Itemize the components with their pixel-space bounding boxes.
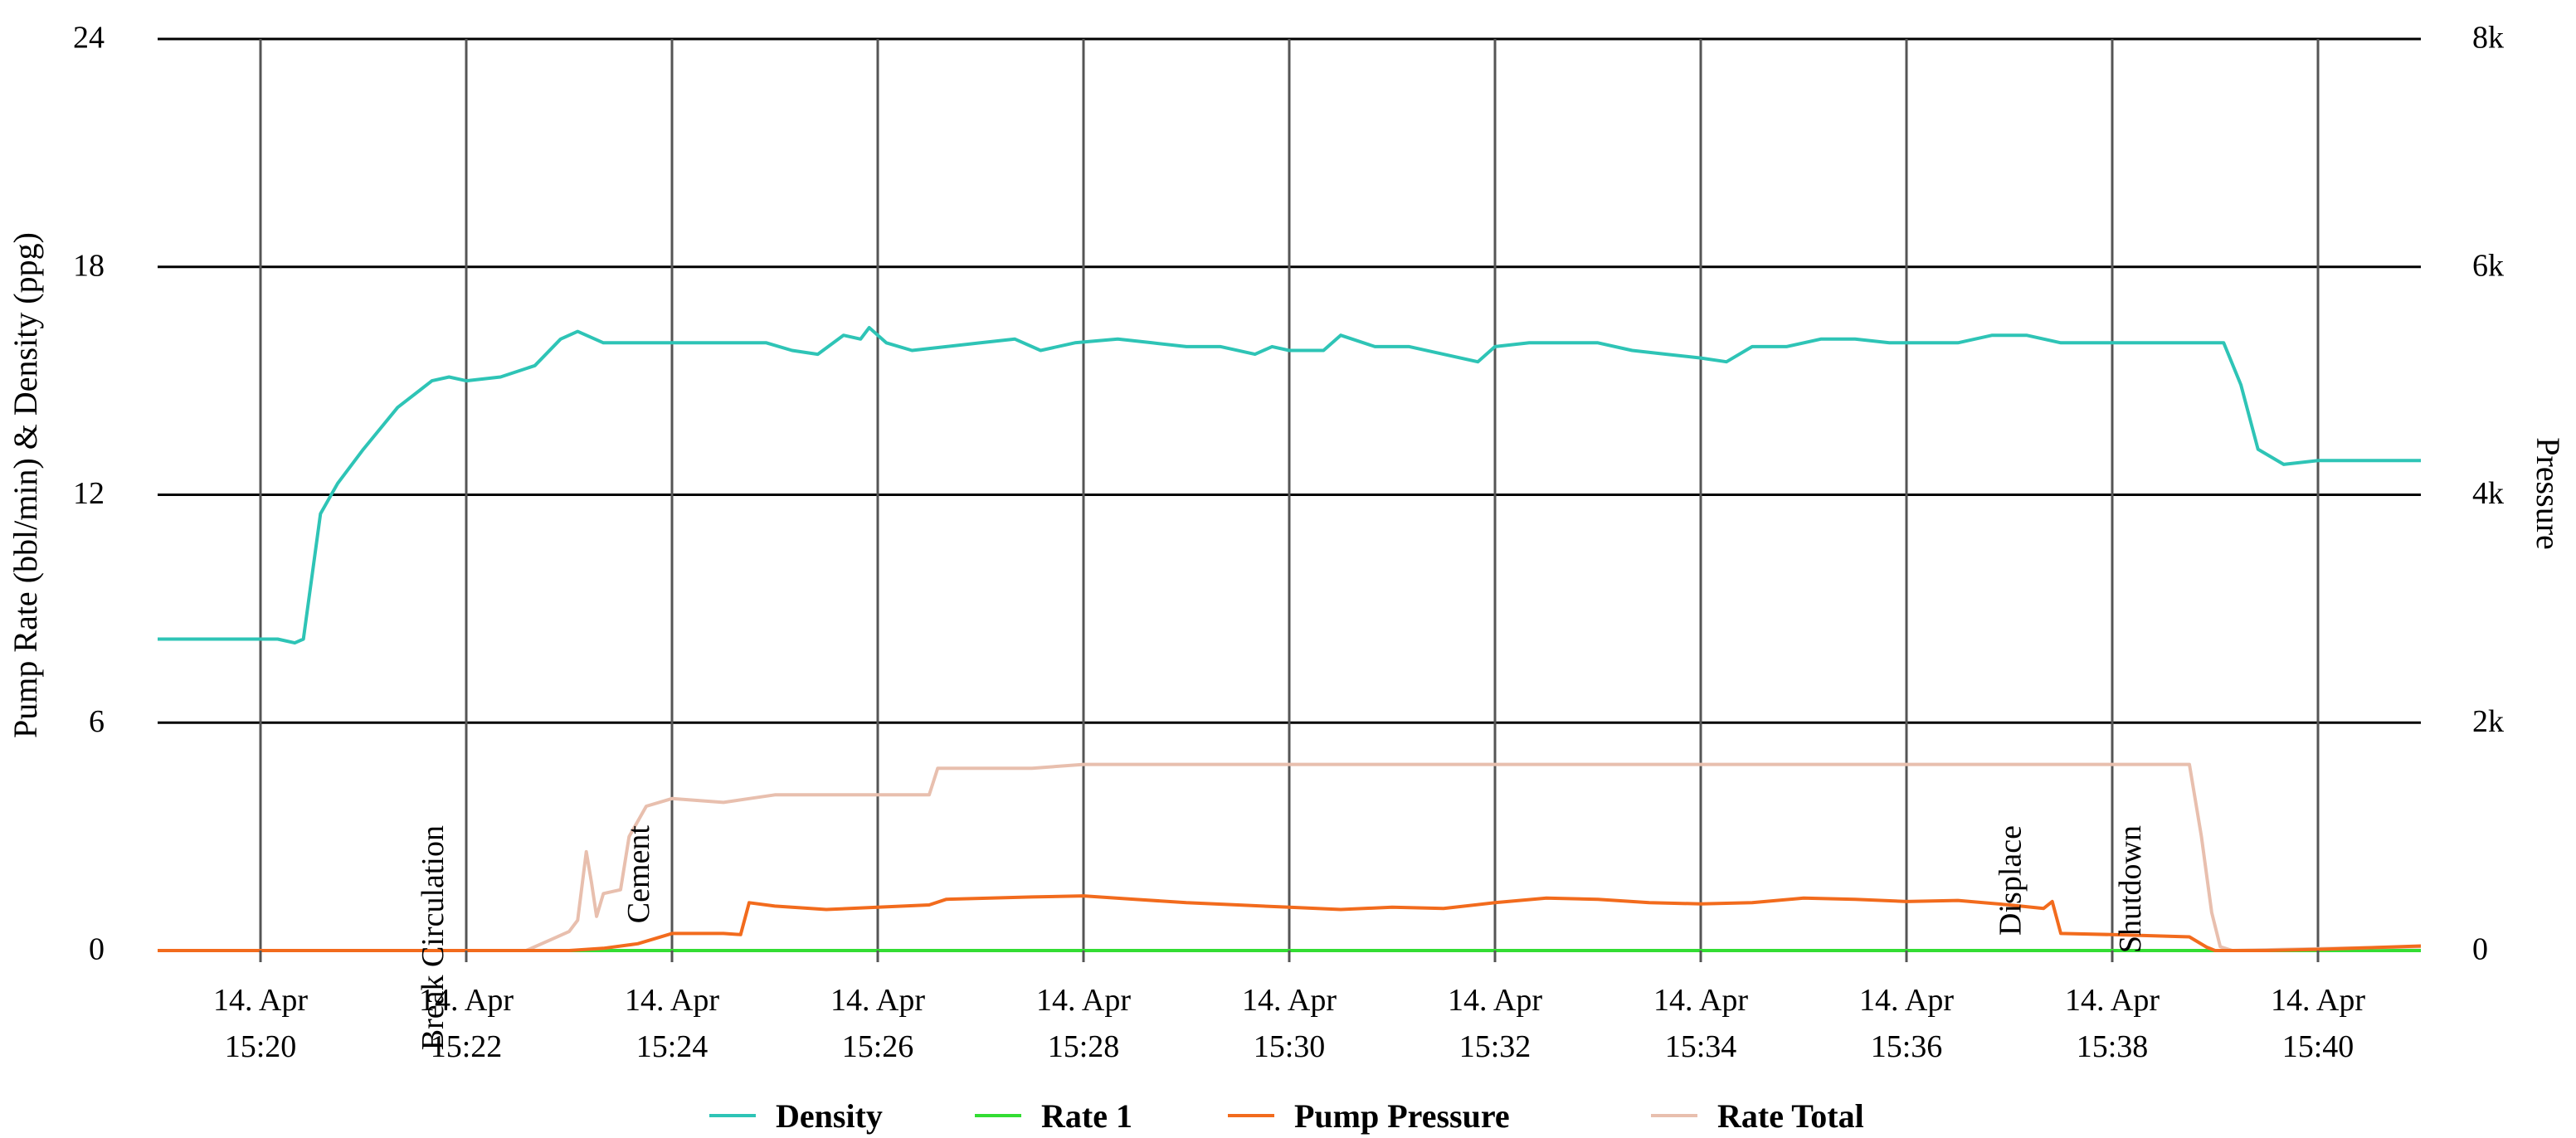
legend-label: Density (776, 1097, 883, 1135)
x-tick-label-date: 14. Apr (2065, 983, 2160, 1018)
x-tick-label-date: 14. Apr (830, 983, 925, 1018)
x-tick-label-time: 15:24 (636, 1029, 709, 1064)
x-tick-label-date: 14. Apr (2271, 983, 2365, 1018)
x-tick-label-date: 14. Apr (625, 983, 719, 1018)
left-tick-label: 6 (89, 704, 105, 739)
right-tick-label: 4k (2472, 476, 2504, 511)
x-tick-label-time: 15:36 (1871, 1029, 1943, 1064)
x-tick-label-date: 14. Apr (419, 983, 514, 1018)
left-tick-label: 0 (89, 932, 105, 967)
right-tick-label: 8k (2472, 21, 2504, 56)
series-line-pump-pressure (158, 894, 2422, 952)
x-tick-label-date: 14. Apr (1448, 983, 1542, 1018)
legend-label: Rate 1 (1041, 1097, 1132, 1135)
x-tick-label-date: 14. Apr (1242, 983, 1337, 1018)
x-tick-label-time: 15:26 (842, 1029, 914, 1064)
x-tick-label-date: 14. Apr (213, 983, 308, 1018)
annotation-label: Break Circulation (416, 825, 450, 1050)
legend: Density Rate 1 Pump Pressure Rate Total (709, 1097, 1864, 1135)
annotation-label: Cement (621, 825, 656, 924)
x-tick-label-time: 15:32 (1459, 1029, 1531, 1064)
x-axis-ticks: 14. Apr 15:20 14. Apr 15:22 14. Apr 15:24 14. … (213, 951, 2365, 1064)
x-tick-label-time: 15:30 (1254, 1029, 1326, 1064)
x-tick-label-date: 14. Apr (1036, 983, 1131, 1018)
right-axis-title: Pressure (2530, 437, 2567, 550)
x-tick-label-time: 15:20 (225, 1029, 297, 1064)
annotation-label: Shutdown (2113, 825, 2148, 953)
x-tick-label-date: 14. Apr (1859, 983, 1954, 1018)
left-tick-label: 24 (73, 21, 105, 56)
right-tick-label: 6k (2472, 248, 2504, 283)
x-tick-label-time: 15:28 (1048, 1029, 1120, 1064)
left-tick-label: 18 (73, 248, 105, 283)
x-tick-label-time: 15:22 (431, 1029, 503, 1064)
vertical-gridlines (259, 39, 2320, 951)
x-tick-label-time: 15:38 (2077, 1029, 2149, 1064)
x-tick-label-time: 15:34 (1665, 1029, 1737, 1064)
legend-label: Pump Pressure (1294, 1097, 1510, 1135)
annotation-label: Displace (1993, 825, 2028, 936)
x-tick-label-time: 15:40 (2282, 1029, 2354, 1064)
series-line-density (158, 326, 2421, 645)
left-axis-ticks: 0 6 12 18 24 (73, 21, 105, 967)
x-tick-label-date: 14. Apr (1653, 983, 1748, 1018)
right-tick-label: 2k (2472, 704, 2504, 739)
right-axis-ticks: 0 2k 4k 6k 8k (2472, 21, 2504, 967)
left-tick-label: 12 (73, 476, 105, 511)
left-axis-title: Pump Rate (bbl/min) & Density (ppg) (7, 232, 44, 738)
right-tick-label: 0 (2472, 932, 2488, 967)
legend-label: Rate Total (1717, 1097, 1864, 1135)
annotations: Break Circulation Cement Displace Shutdown (416, 825, 2148, 1051)
series-line-rate-total (158, 762, 2422, 952)
